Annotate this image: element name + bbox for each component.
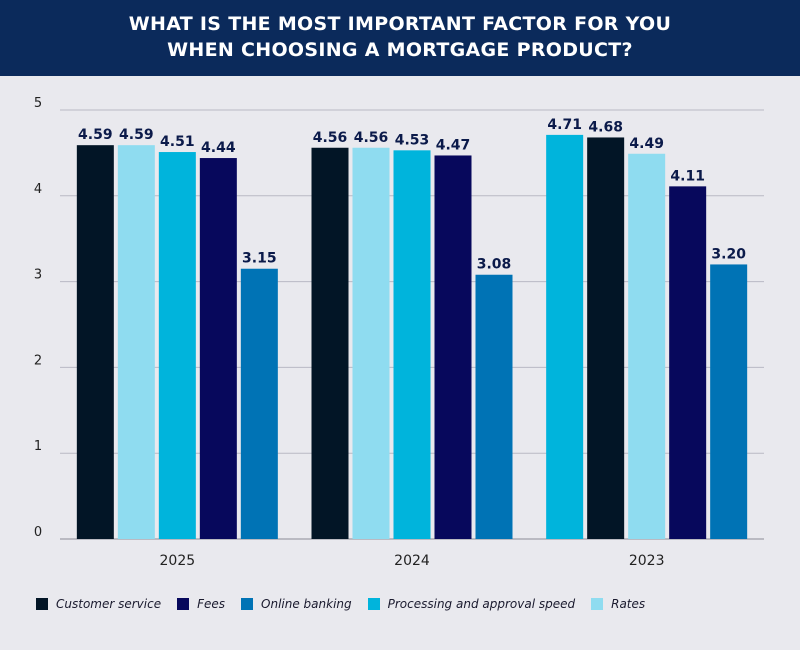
y-tick-label: 5 [34,96,42,111]
bar [710,264,748,539]
data-label: 4.47 [436,137,471,153]
data-label: 4.56 [354,130,389,146]
bar [669,186,707,539]
bar [434,155,472,539]
chart-title-line-1: WHAT IS THE MOST IMPORTANT FACTOR FOR YO… [128,13,672,35]
legend-label: Customer service [56,597,162,611]
legend-swatch [591,598,604,610]
legend-item: Rates [591,597,645,611]
data-label: 4.49 [629,136,664,152]
y-tick-label: 1 [34,439,42,454]
y-tick-label: 4 [34,182,42,197]
legend-swatch [241,598,254,610]
bar [628,153,666,539]
legend-item: Customer service [36,597,161,611]
bar [475,274,513,539]
bar-chart: 0 1 2 3 4 5 4.59 4.59 4.51 4.44 3.15 2025 4.56 4.56 4.… [34,96,764,569]
data-label: 4.11 [670,168,705,184]
legend-item: Online banking [241,597,352,611]
x-tick-label: 2023 [629,553,665,569]
data-label: 3.15 [242,251,277,267]
chart-title-line-2: WHEN CHOOSING A MORTGAGE PRODUCT? [167,39,633,61]
legend-swatch [177,598,190,610]
data-label: 4.71 [547,117,582,133]
bar [546,134,584,539]
bar [311,147,349,539]
x-tick-label: 2024 [394,553,430,569]
legend-label: Rates [611,597,646,611]
bar [587,137,625,539]
data-label: 4.68 [588,119,623,135]
y-tick-label: 0 [34,525,42,540]
data-label: 3.08 [477,257,512,273]
legend-label: Online banking [261,597,352,611]
legend-item: Fees [177,597,225,611]
chart-title-banner: WHAT IS THE MOST IMPORTANT FACTOR FOR YO… [0,0,800,76]
y-tick-label: 3 [34,268,42,283]
legend-label: Fees [197,597,226,611]
data-label: 4.53 [395,132,430,148]
bar [76,145,114,539]
bar [352,147,390,539]
legend-swatch [36,598,48,610]
legend-swatch [367,598,380,610]
bar [199,158,237,539]
legend-item: Processing and approval speed [367,597,576,611]
bar [117,145,155,539]
data-label: 4.56 [313,130,348,146]
data-label: 4.51 [160,134,195,150]
x-tick-label: 2025 [160,553,196,569]
data-label: 3.20 [711,246,746,262]
y-tick-label: 2 [34,353,42,368]
legend-label: Processing and approval speed [387,597,576,611]
data-label: 4.44 [201,140,236,156]
chart-legend: Customer service Fees Online banking Proces… [36,597,661,611]
data-label: 4.59 [119,127,154,143]
bar [158,152,196,539]
bar [393,150,431,539]
bar [240,268,278,539]
data-label: 4.59 [78,127,113,143]
